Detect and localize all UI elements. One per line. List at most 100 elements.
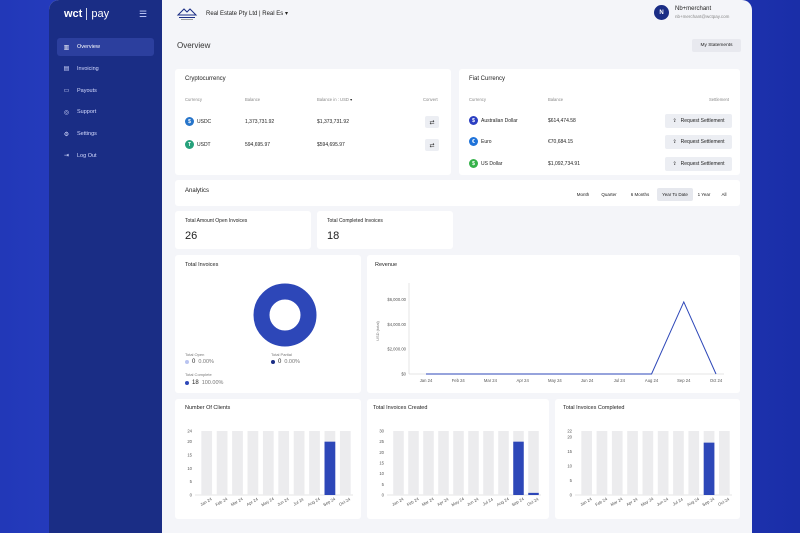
x-tick-label: May 24 <box>451 496 466 508</box>
crypto-card: Cryptocurrency Currency Balance Balance … <box>175 69 451 175</box>
company-selector[interactable]: Real Estate Pty Ltd | Real Es ▾ <box>206 10 288 17</box>
donut-chart <box>253 283 317 347</box>
y-tick-label: 22 <box>567 429 572 434</box>
invoices-created-title: Total Invoices Created <box>373 405 428 411</box>
clients-title: Number Of Clients <box>185 405 231 411</box>
avatar[interactable]: N <box>654 5 669 20</box>
x-tick-label: Jul 24 <box>482 496 495 506</box>
x-tick-label: Apr 24 <box>516 378 529 383</box>
logo-divider <box>86 8 88 20</box>
request-settlement-button[interactable]: ⇪ Request Settlement <box>665 114 732 128</box>
sidebar-item-label: Payouts <box>77 87 97 94</box>
bar-background <box>278 431 290 495</box>
sidebar-item-support[interactable]: ◎ Support <box>57 103 154 121</box>
globe-icon: ◎ <box>63 109 70 116</box>
bar-background <box>528 431 539 495</box>
x-tick-label: Mar 24 <box>610 496 624 507</box>
x-tick-label: Feb 24 <box>406 496 420 507</box>
x-tick-label: Apr 24 <box>625 496 639 507</box>
x-tick-label: May 24 <box>548 378 562 383</box>
open-invoices-label: Total Amount Open Invoices <box>185 218 248 224</box>
y-tick-label: 24 <box>187 429 192 434</box>
balance-in-label: Balance in : USD <box>317 97 349 102</box>
bar-background <box>673 431 684 495</box>
legend-dot <box>185 360 189 364</box>
x-tick-label: May 24 <box>260 496 275 508</box>
x-tick-label: Oct 24 <box>338 496 352 507</box>
main-content: Real Estate Pty Ltd | Real Es ▾ N Nb+mer… <box>162 0 752 533</box>
tab-all[interactable]: All <box>721 192 727 197</box>
crypto-header-balance-in[interactable]: Balance in : USD ▾ <box>317 97 352 102</box>
crypto-currency: USDC <box>197 119 212 125</box>
analytics-title: Analytics <box>185 188 210 194</box>
crypto-title: Cryptocurrency <box>185 76 226 82</box>
invoices-created-chart: 0 5 10 15 20 25 30 Jan 24 Feb 24 Mar 24 Apr 24 May … <box>379 429 541 508</box>
legend-partial: 0 0.00% <box>271 359 300 365</box>
revenue-title: Revenue <box>375 262 398 268</box>
tab-year-to-date[interactable]: Year To Date <box>657 188 693 201</box>
x-tick-label: Jun 24 <box>581 378 594 383</box>
x-tick-label: Feb 24 <box>452 378 466 383</box>
x-tick-label: Mar 24 <box>230 496 244 507</box>
upload-icon: ⇪ <box>672 161 677 167</box>
y-tick-label: 5 <box>190 479 193 484</box>
y-tick-label: 0 <box>570 493 573 498</box>
analytics-header: Analytics <box>175 180 740 206</box>
tab-quarter[interactable]: Quarter <box>601 192 617 197</box>
sidebar-item-settings[interactable]: ⚙ Settings <box>57 125 154 143</box>
x-tick-label: Jul 24 <box>672 496 685 506</box>
legend-pct: 100.00% <box>201 380 224 386</box>
app-window: wct pay ☰ ▥ Overview ▤ Invoicing ▭ Payou… <box>49 0 752 533</box>
x-tick-label: Jul 24 <box>614 378 626 383</box>
fiat-header-balance: Balance <box>548 97 564 102</box>
x-tick-label: Aug 24 <box>686 496 701 507</box>
bar-background <box>293 431 305 495</box>
x-tick-label: Oct 24 <box>717 496 731 507</box>
upload-icon: ⇪ <box>672 139 677 145</box>
donut-slice <box>253 283 317 347</box>
sidebar-item-label: Support <box>77 109 97 116</box>
payout-icon: ▭ <box>63 88 70 95</box>
y-tick-label: 20 <box>187 439 192 444</box>
request-settlement-button[interactable]: ⇪ Request Settlement <box>665 157 732 171</box>
x-tick-label: Jan 24 <box>391 496 405 507</box>
tab-6-months[interactable]: 6 Months <box>630 192 650 197</box>
bar-background <box>627 431 638 495</box>
invoices-completed-title: Total Invoices Completed <box>563 405 625 411</box>
clients-chart: 0 5 10 15 20 24 Jan 24 Feb 24 Mar 24 Apr 24 May 24… <box>187 429 353 508</box>
x-tick-label: Mar 24 <box>421 496 435 507</box>
tab-month[interactable]: Month <box>576 192 590 197</box>
usdt-icon: T <box>185 140 194 149</box>
x-tick-label: Jan 24 <box>579 496 593 507</box>
chart-icon: ▥ <box>63 44 70 51</box>
sidebar-item-invoicing[interactable]: ▤ Invoicing <box>57 60 154 78</box>
fiat-currency: Euro <box>481 139 492 145</box>
fiat-balance: $614,474.58 <box>548 118 576 124</box>
x-tick-label: Sep 24 <box>322 496 337 507</box>
sidebar-item-overview[interactable]: ▥ Overview <box>57 38 154 56</box>
request-settlement-button[interactable]: ⇪ Request Settlement <box>665 135 732 149</box>
legend-pct: 0.00% <box>284 359 300 365</box>
convert-button[interactable]: ⇄ <box>425 116 439 128</box>
y-tick-label: 0 <box>190 493 193 498</box>
swap-icon: ⇄ <box>429 142 435 149</box>
y-tick-label: 15 <box>379 461 384 466</box>
my-statements-button[interactable]: My Statements <box>692 39 741 52</box>
bar-background <box>393 431 404 495</box>
legend-open: 0 0.00% <box>185 359 214 365</box>
bar-background <box>262 431 274 495</box>
revenue-card: Revenue $0 $2,000.00 $4,000.00 $6,000.00 USD… <box>367 255 740 393</box>
sidebar-item-payouts[interactable]: ▭ Payouts <box>57 82 154 100</box>
convert-button[interactable]: ⇄ <box>425 139 439 151</box>
bar-background <box>247 431 259 495</box>
completed-invoices-card: Total Completed Invoices 18 <box>317 211 453 249</box>
legend-value: 0 <box>278 359 282 365</box>
bar <box>513 441 524 495</box>
user-email: nb+merchant@wctpay.com <box>675 14 730 19</box>
brand-logo[interactable]: wct pay <box>64 8 109 20</box>
company-name: Real Estate Pty Ltd | Real Es <box>206 11 284 17</box>
tab-1-year[interactable]: 1 Year <box>697 192 711 197</box>
sidebar-item-logout[interactable]: ⇥ Log Out <box>57 147 154 165</box>
legend-pct: 0.00% <box>198 359 214 365</box>
menu-icon[interactable]: ☰ <box>139 9 148 19</box>
